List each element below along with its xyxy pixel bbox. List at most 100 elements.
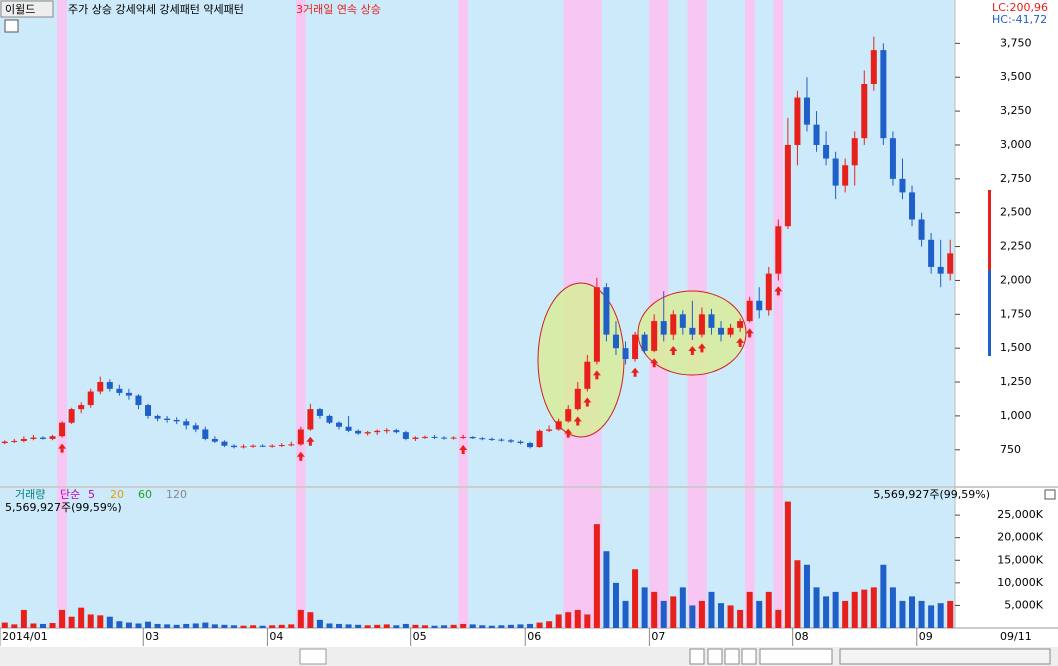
volume-value-left: 5,569,927주(99,59%) <box>5 501 122 514</box>
signal-arrow <box>774 286 783 296</box>
volume-bar <box>507 624 514 628</box>
volume-bar <box>230 625 237 628</box>
volume-bar <box>49 623 56 628</box>
volume-bar <box>259 625 266 628</box>
candle-body <box>679 314 686 328</box>
candle-body <box>145 405 152 416</box>
volume-bar <box>651 591 658 628</box>
candle-body <box>937 266 944 274</box>
candle-body <box>393 430 400 433</box>
candle-body <box>68 409 75 423</box>
volume-panel <box>0 488 955 628</box>
candle-body <box>412 437 419 439</box>
volume-bar <box>135 623 142 628</box>
volume-bar <box>441 625 448 628</box>
volume-bar <box>316 619 323 628</box>
candle-body <box>527 443 534 448</box>
candle-body <box>192 425 199 430</box>
pattern-band <box>57 0 67 486</box>
zoom-slider[interactable] <box>759 648 833 665</box>
candle-body <box>698 314 705 335</box>
volume-bar <box>97 615 104 628</box>
candle-body <box>660 321 667 335</box>
volume-bar <box>937 603 944 628</box>
volume-bar <box>947 600 954 628</box>
volume-bar <box>479 625 486 628</box>
signal-arrow <box>459 444 468 454</box>
volume-bar <box>909 596 916 628</box>
hc-label: HC:-41,72 <box>992 13 1047 26</box>
volume-bar <box>202 622 209 628</box>
volume-bar <box>842 600 849 628</box>
nav-prev[interactable] <box>689 648 705 665</box>
volume-bar <box>374 624 381 628</box>
x-tick-label: 07 <box>651 630 665 643</box>
candle-body <box>307 409 314 430</box>
signal-arrow <box>564 428 573 438</box>
table-icon[interactable] <box>4 19 19 33</box>
candle-body <box>374 430 381 433</box>
y-tick-label: 3,500 <box>1000 70 1032 83</box>
tool-strip[interactable] <box>839 648 1051 665</box>
volume-bar <box>775 609 782 628</box>
candle-body <box>364 432 371 434</box>
pattern-band <box>57 488 67 628</box>
volume-legend: 거래량 <box>15 488 45 501</box>
candle-body <box>39 437 46 439</box>
candle-body <box>536 430 543 448</box>
candle-body <box>584 361 591 389</box>
scroll-thumb[interactable] <box>299 648 327 665</box>
candle-body <box>546 429 553 431</box>
candle-body <box>651 321 658 351</box>
y-tick-label: 3,250 <box>1000 104 1032 117</box>
volume-bar <box>211 624 218 628</box>
pattern-legend: 주가 상승 강세약세 강세패턴 약세패턴 <box>68 2 244 16</box>
volume-bar <box>823 596 830 628</box>
y-tick-label: 2,750 <box>1000 172 1032 185</box>
volume-bar <box>794 560 801 628</box>
volume-bar <box>765 591 772 628</box>
candle-body <box>813 124 820 145</box>
volume-bar <box>393 625 400 628</box>
signal-arrow <box>736 337 745 347</box>
volume-bar <box>679 587 686 628</box>
volume-bar <box>889 587 896 628</box>
candle-body <box>899 178 906 193</box>
item-button[interactable] <box>0 0 54 18</box>
candle-body <box>116 388 123 393</box>
panel-button[interactable] <box>1044 489 1056 500</box>
nav-next[interactable] <box>741 648 757 665</box>
candle-body <box>851 138 858 166</box>
volume-bar <box>326 623 333 628</box>
candle-body <box>574 388 581 410</box>
nav-back[interactable] <box>707 648 723 665</box>
ma-label: 120 <box>166 488 187 501</box>
lc-label: LC:200,96 <box>992 1 1048 14</box>
pattern-ellipse <box>537 282 625 438</box>
pattern-band <box>296 0 306 486</box>
nav-stop[interactable] <box>724 648 740 665</box>
pattern-band <box>649 0 669 486</box>
candle-body <box>909 192 916 220</box>
candle-body <box>1 441 8 444</box>
volume-bar <box>603 551 610 628</box>
signal-arrow <box>296 451 305 461</box>
candle-body <box>737 321 744 328</box>
candle-body <box>746 300 753 322</box>
volume-bar <box>851 591 858 628</box>
volume-bar <box>164 624 171 628</box>
volume-bar <box>632 569 639 628</box>
volume-bar <box>345 624 352 628</box>
candle-body <box>861 83 868 139</box>
volume-bar <box>746 591 753 628</box>
y-tick-label: 1,000 <box>1000 409 1032 422</box>
volume-bar <box>803 564 810 628</box>
volume-bar <box>546 621 553 628</box>
candle-body <box>30 437 37 439</box>
candle-body <box>498 439 505 441</box>
signal-arrow <box>631 367 640 377</box>
volume-value-right: 5,569,927주(99,59%) <box>873 488 990 501</box>
volume-bar <box>297 609 304 628</box>
y-tick-label: 3,750 <box>1000 36 1032 49</box>
volume-bar <box>660 600 667 628</box>
